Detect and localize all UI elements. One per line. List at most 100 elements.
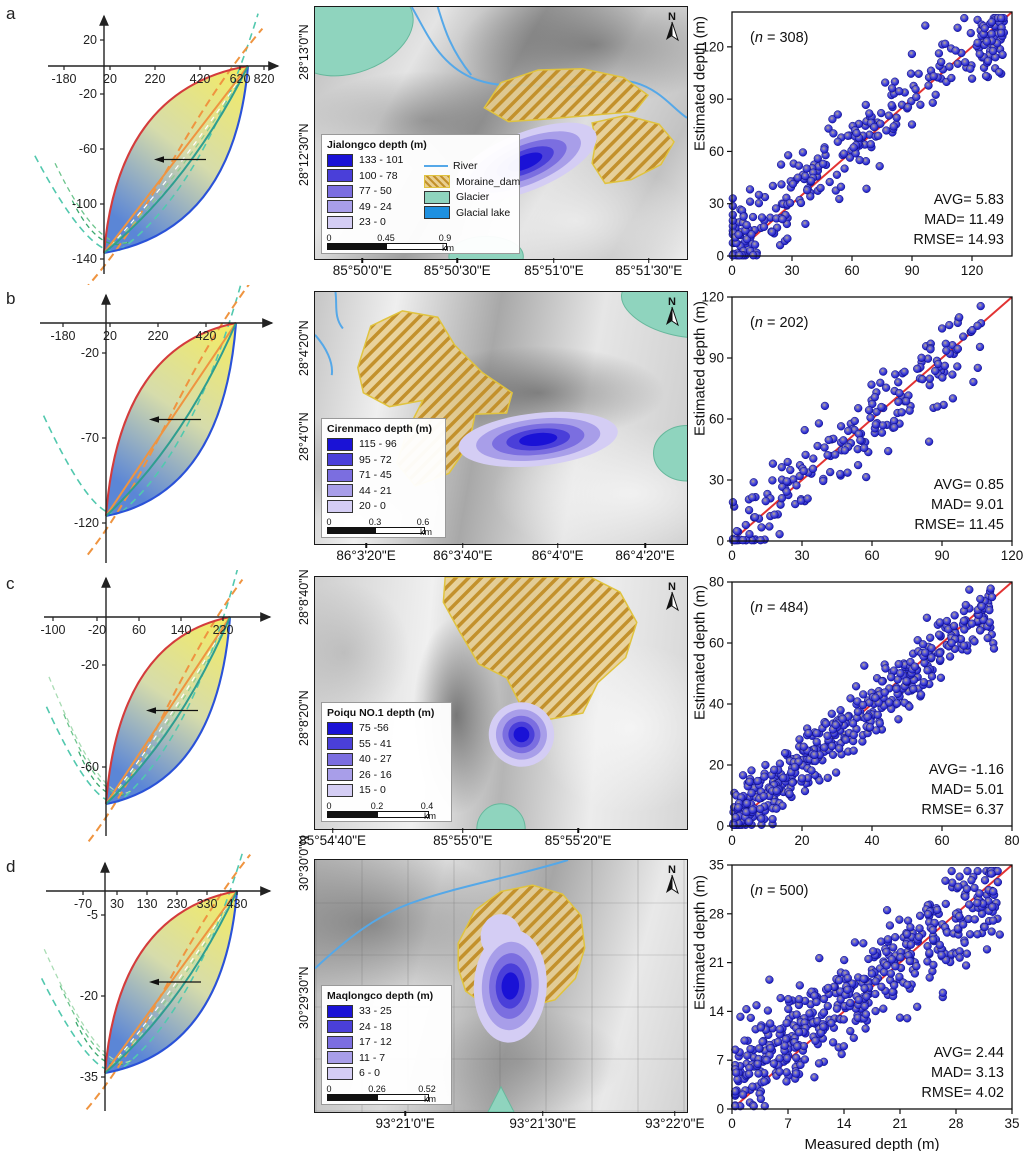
x-tick-label: 20 xyxy=(103,72,117,86)
map-legend: Cirenmaco depth (m) 115 - 96 95 - 72 71 - 4… xyxy=(321,417,446,538)
stat-label: MAD= 11.49 xyxy=(924,212,1004,228)
upper-envelope-curve xyxy=(103,889,238,1074)
legend-row: 17 - 12 xyxy=(327,1035,445,1051)
data-point xyxy=(859,939,868,948)
data-point xyxy=(784,1004,793,1014)
legend-row: 33 - 25 xyxy=(327,1004,445,1020)
data-point xyxy=(815,953,824,963)
x-tick-label: -180 xyxy=(51,72,76,86)
data-point xyxy=(786,465,795,475)
data-point xyxy=(773,1037,783,1047)
y-tick-label: 35 xyxy=(709,858,724,873)
data-point xyxy=(987,17,996,27)
data-point xyxy=(839,149,849,158)
y-tick-label: -60 xyxy=(79,142,97,156)
data-point xyxy=(782,1018,791,1028)
lake-depth-ring xyxy=(513,726,530,743)
data-point xyxy=(859,974,868,983)
data-point xyxy=(788,778,797,787)
data-point xyxy=(989,644,999,653)
scale-unit: km xyxy=(424,811,436,821)
dashed-inner-curve xyxy=(105,616,231,805)
data-point xyxy=(747,230,756,239)
legend-row: 40 - 27 xyxy=(327,752,445,768)
scale-label: 0 xyxy=(326,517,332,527)
data-point xyxy=(733,1075,742,1084)
data-point xyxy=(976,301,985,311)
legend-title: Poiqu NO.1 depth (m) xyxy=(327,706,435,719)
scale-label: 0.52 xyxy=(418,1084,436,1094)
dashed-inner-curve xyxy=(105,616,231,805)
data-point xyxy=(757,213,767,222)
legend-row: 55 - 41 xyxy=(327,736,445,752)
river-line xyxy=(315,334,334,376)
y-tick-label: 90 xyxy=(709,92,724,107)
latitude-label: 28°8'20"N xyxy=(297,690,311,747)
data-point xyxy=(941,39,950,48)
data-point xyxy=(791,1069,801,1078)
map-legend: Jialongco depth (m) 133 - 101 100 - 78 77 -… xyxy=(321,133,520,254)
x-tick-label: 0 xyxy=(728,263,736,278)
dashed-extension-curve xyxy=(43,948,132,1064)
glacier-polygon xyxy=(653,425,687,482)
data-point xyxy=(871,977,880,986)
data-point xyxy=(756,1023,766,1032)
y-tick-label: 60 xyxy=(709,636,724,651)
data-point xyxy=(792,1010,801,1019)
data-point xyxy=(745,1069,754,1079)
longitude-label: 85°55'20"E xyxy=(544,833,612,848)
data-point xyxy=(728,498,738,507)
depth-class-swatch xyxy=(327,721,353,735)
scatter-plot-b: 0 30 60 90 120 0 30 60 90 120 (n = 202) AVG= 0.85 MA… xyxy=(701,290,1023,564)
data-point xyxy=(918,375,927,384)
data-point xyxy=(750,513,760,522)
data-point xyxy=(902,677,911,686)
x-tick-label: 130 xyxy=(137,897,158,911)
depth-class-label: 24 - 18 xyxy=(359,1020,392,1033)
data-point xyxy=(955,953,964,962)
dashed-extension-curve xyxy=(63,713,132,795)
data-point xyxy=(870,122,879,132)
data-point xyxy=(985,618,994,627)
upper-envelope-curve xyxy=(102,64,249,254)
stat-label: AVG= 2.44 xyxy=(934,1045,1004,1061)
data-point xyxy=(782,1068,791,1077)
dashed-extension-curve xyxy=(75,1021,132,1066)
data-point xyxy=(896,953,905,962)
data-point xyxy=(884,111,894,120)
data-point xyxy=(929,960,938,970)
data-point xyxy=(870,393,879,402)
river-line xyxy=(436,7,473,76)
data-point xyxy=(742,220,751,230)
data-point xyxy=(937,57,946,67)
data-point xyxy=(757,814,766,823)
curve-plot-b: -180 20 220 420 -20 -70 -120 xyxy=(40,285,274,563)
data-point xyxy=(785,198,795,208)
data-point xyxy=(912,962,921,971)
data-point xyxy=(819,1008,828,1017)
data-point xyxy=(740,1036,749,1045)
dashed-extension-curve xyxy=(59,985,132,1064)
legend-title: Jialongco depth (m) xyxy=(327,138,427,151)
x-tick-label: 140 xyxy=(171,623,192,637)
depth-class-label: 75 -56 xyxy=(359,722,389,735)
data-point xyxy=(922,613,932,622)
glacier-polygon xyxy=(315,7,414,77)
data-point xyxy=(749,251,758,260)
data-point xyxy=(937,324,947,333)
curve-plot-cell: -180 20 220 420 -20 -70 -120 xyxy=(0,285,300,570)
data-point xyxy=(820,145,829,154)
data-point xyxy=(801,450,810,460)
data-point xyxy=(862,184,871,193)
y-tick-label: -20 xyxy=(79,87,97,101)
data-point xyxy=(777,180,786,189)
x-tick-label: 430 xyxy=(227,897,248,911)
data-point xyxy=(942,616,952,626)
data-point xyxy=(824,983,833,993)
data-point xyxy=(841,735,850,744)
y-tick-label: -100 xyxy=(72,197,97,211)
data-point xyxy=(940,361,950,370)
data-point xyxy=(915,924,924,933)
data-point xyxy=(960,13,969,23)
data-point xyxy=(768,459,778,468)
